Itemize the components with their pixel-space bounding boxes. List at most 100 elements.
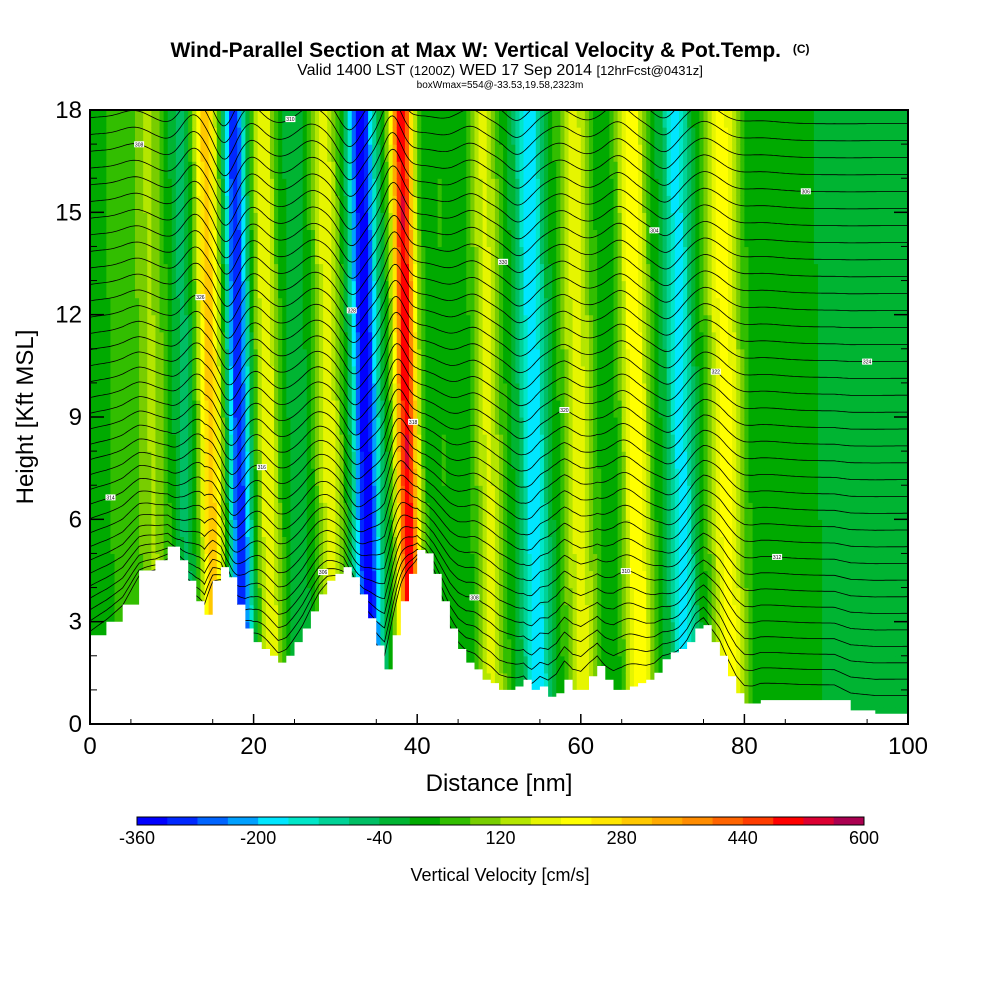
heatmap-cell — [241, 110, 247, 128]
heatmap-cell — [404, 468, 410, 486]
heatmap-cell — [539, 417, 545, 435]
heatmap-cell — [417, 502, 422, 520]
heatmap-cell — [609, 331, 615, 350]
heatmap-cell — [409, 178, 414, 196]
heatmap-cell — [454, 110, 459, 128]
heatmap-cell — [396, 553, 402, 572]
heatmap-cell — [613, 621, 619, 640]
heatmap-cell — [539, 195, 545, 213]
heatmap-cell — [556, 246, 561, 265]
heatmap-cell — [474, 655, 480, 674]
heatmap-cell — [155, 365, 161, 384]
heatmap-cell — [413, 348, 418, 367]
heatmap-cell — [184, 331, 189, 350]
heatmap-cell — [588, 434, 594, 452]
heatmap-cell — [249, 553, 255, 572]
heatmap-cell — [564, 536, 570, 555]
heatmap-cell — [106, 382, 112, 401]
heatmap-cell — [417, 399, 422, 418]
heatmap-cell — [531, 110, 537, 128]
heatmap-cell — [167, 161, 173, 179]
heatmap-cell — [478, 468, 484, 486]
heatmap-cell — [241, 178, 247, 196]
heatmap-cell — [151, 297, 157, 316]
heatmap-cell — [130, 314, 136, 333]
heatmap-cell — [188, 331, 193, 350]
heatmap-cell — [200, 314, 206, 333]
heatmap-cell — [306, 468, 312, 486]
heatmap-cell — [507, 417, 512, 435]
heatmap-cell — [335, 144, 341, 162]
heatmap-cell — [212, 553, 218, 572]
heatmap-cell — [122, 553, 128, 572]
heatmap-cell — [286, 519, 292, 537]
heatmap-cell — [642, 485, 647, 503]
heatmap-cell — [188, 502, 193, 520]
heatmap-cell — [515, 110, 521, 128]
heatmap-cell — [638, 587, 643, 606]
heatmap-cell — [613, 468, 619, 486]
heatmap-cell — [511, 314, 516, 333]
heatmap-cell — [335, 417, 341, 435]
heatmap-cell — [179, 399, 185, 418]
heatmap-cell — [212, 348, 218, 367]
heatmap-cell — [257, 519, 263, 537]
heatmap-cell — [642, 348, 647, 367]
heatmap-cell — [261, 161, 267, 179]
heatmap-cell — [474, 536, 480, 555]
heatmap-cell — [331, 297, 336, 316]
heatmap-cell — [458, 434, 463, 452]
heatmap-cell — [449, 161, 455, 179]
heatmap-cell — [601, 468, 606, 486]
heatmap-cell — [192, 451, 197, 469]
heatmap-cell — [449, 297, 455, 316]
heatmap-cell — [163, 229, 169, 248]
heatmap-cell — [503, 382, 508, 401]
heatmap-cell — [458, 621, 463, 640]
heatmap-cell — [543, 263, 549, 282]
heatmap-cell — [167, 451, 173, 469]
heatmap-cell — [556, 485, 561, 503]
heatmap-cell — [257, 468, 263, 486]
heatmap-cell — [286, 621, 292, 640]
heatmap-cell — [355, 553, 361, 572]
heatmap-cell — [642, 127, 647, 145]
heatmap-cell — [310, 331, 316, 350]
heatmap-cell — [593, 468, 598, 486]
heatmap-cell — [261, 553, 267, 572]
heatmap-cell — [155, 331, 161, 350]
heatmap-cell — [167, 519, 173, 537]
heatmap-cell — [633, 365, 639, 384]
heatmap-cell — [519, 399, 525, 418]
heatmap-cell — [179, 263, 185, 282]
heatmap-cell — [597, 212, 602, 230]
heatmap-cell — [515, 127, 521, 145]
heatmap-cell — [515, 161, 521, 179]
heatmap-cell — [90, 161, 95, 179]
heatmap-cell — [490, 212, 496, 230]
heatmap-cell — [204, 127, 210, 145]
heatmap-cell — [347, 280, 353, 299]
heatmap-cell — [122, 212, 128, 230]
heatmap-cell — [458, 485, 463, 503]
heatmap-cell — [527, 314, 533, 333]
heatmap-cell — [184, 382, 189, 401]
heatmap-cell — [400, 365, 406, 384]
heatmap-cell — [638, 110, 643, 128]
heatmap-cell — [625, 604, 631, 623]
heatmap-cell — [392, 348, 398, 367]
subtitle-date: WED 17 Sep 2014 — [459, 62, 592, 79]
heatmap-cell — [159, 485, 165, 503]
heatmap-cell — [106, 297, 112, 316]
heatmap-cell — [454, 127, 459, 145]
heatmap-cell — [474, 144, 480, 162]
heatmap-cell — [552, 672, 557, 691]
heatmap-cell — [347, 195, 353, 213]
heatmap-cell — [384, 331, 390, 350]
heatmap-cell — [319, 519, 324, 537]
heatmap-cell — [445, 280, 451, 299]
heatmap-cell — [531, 655, 537, 674]
heatmap-cell — [355, 451, 361, 469]
heatmap-cell — [151, 536, 157, 555]
heatmap-cell — [114, 161, 120, 179]
